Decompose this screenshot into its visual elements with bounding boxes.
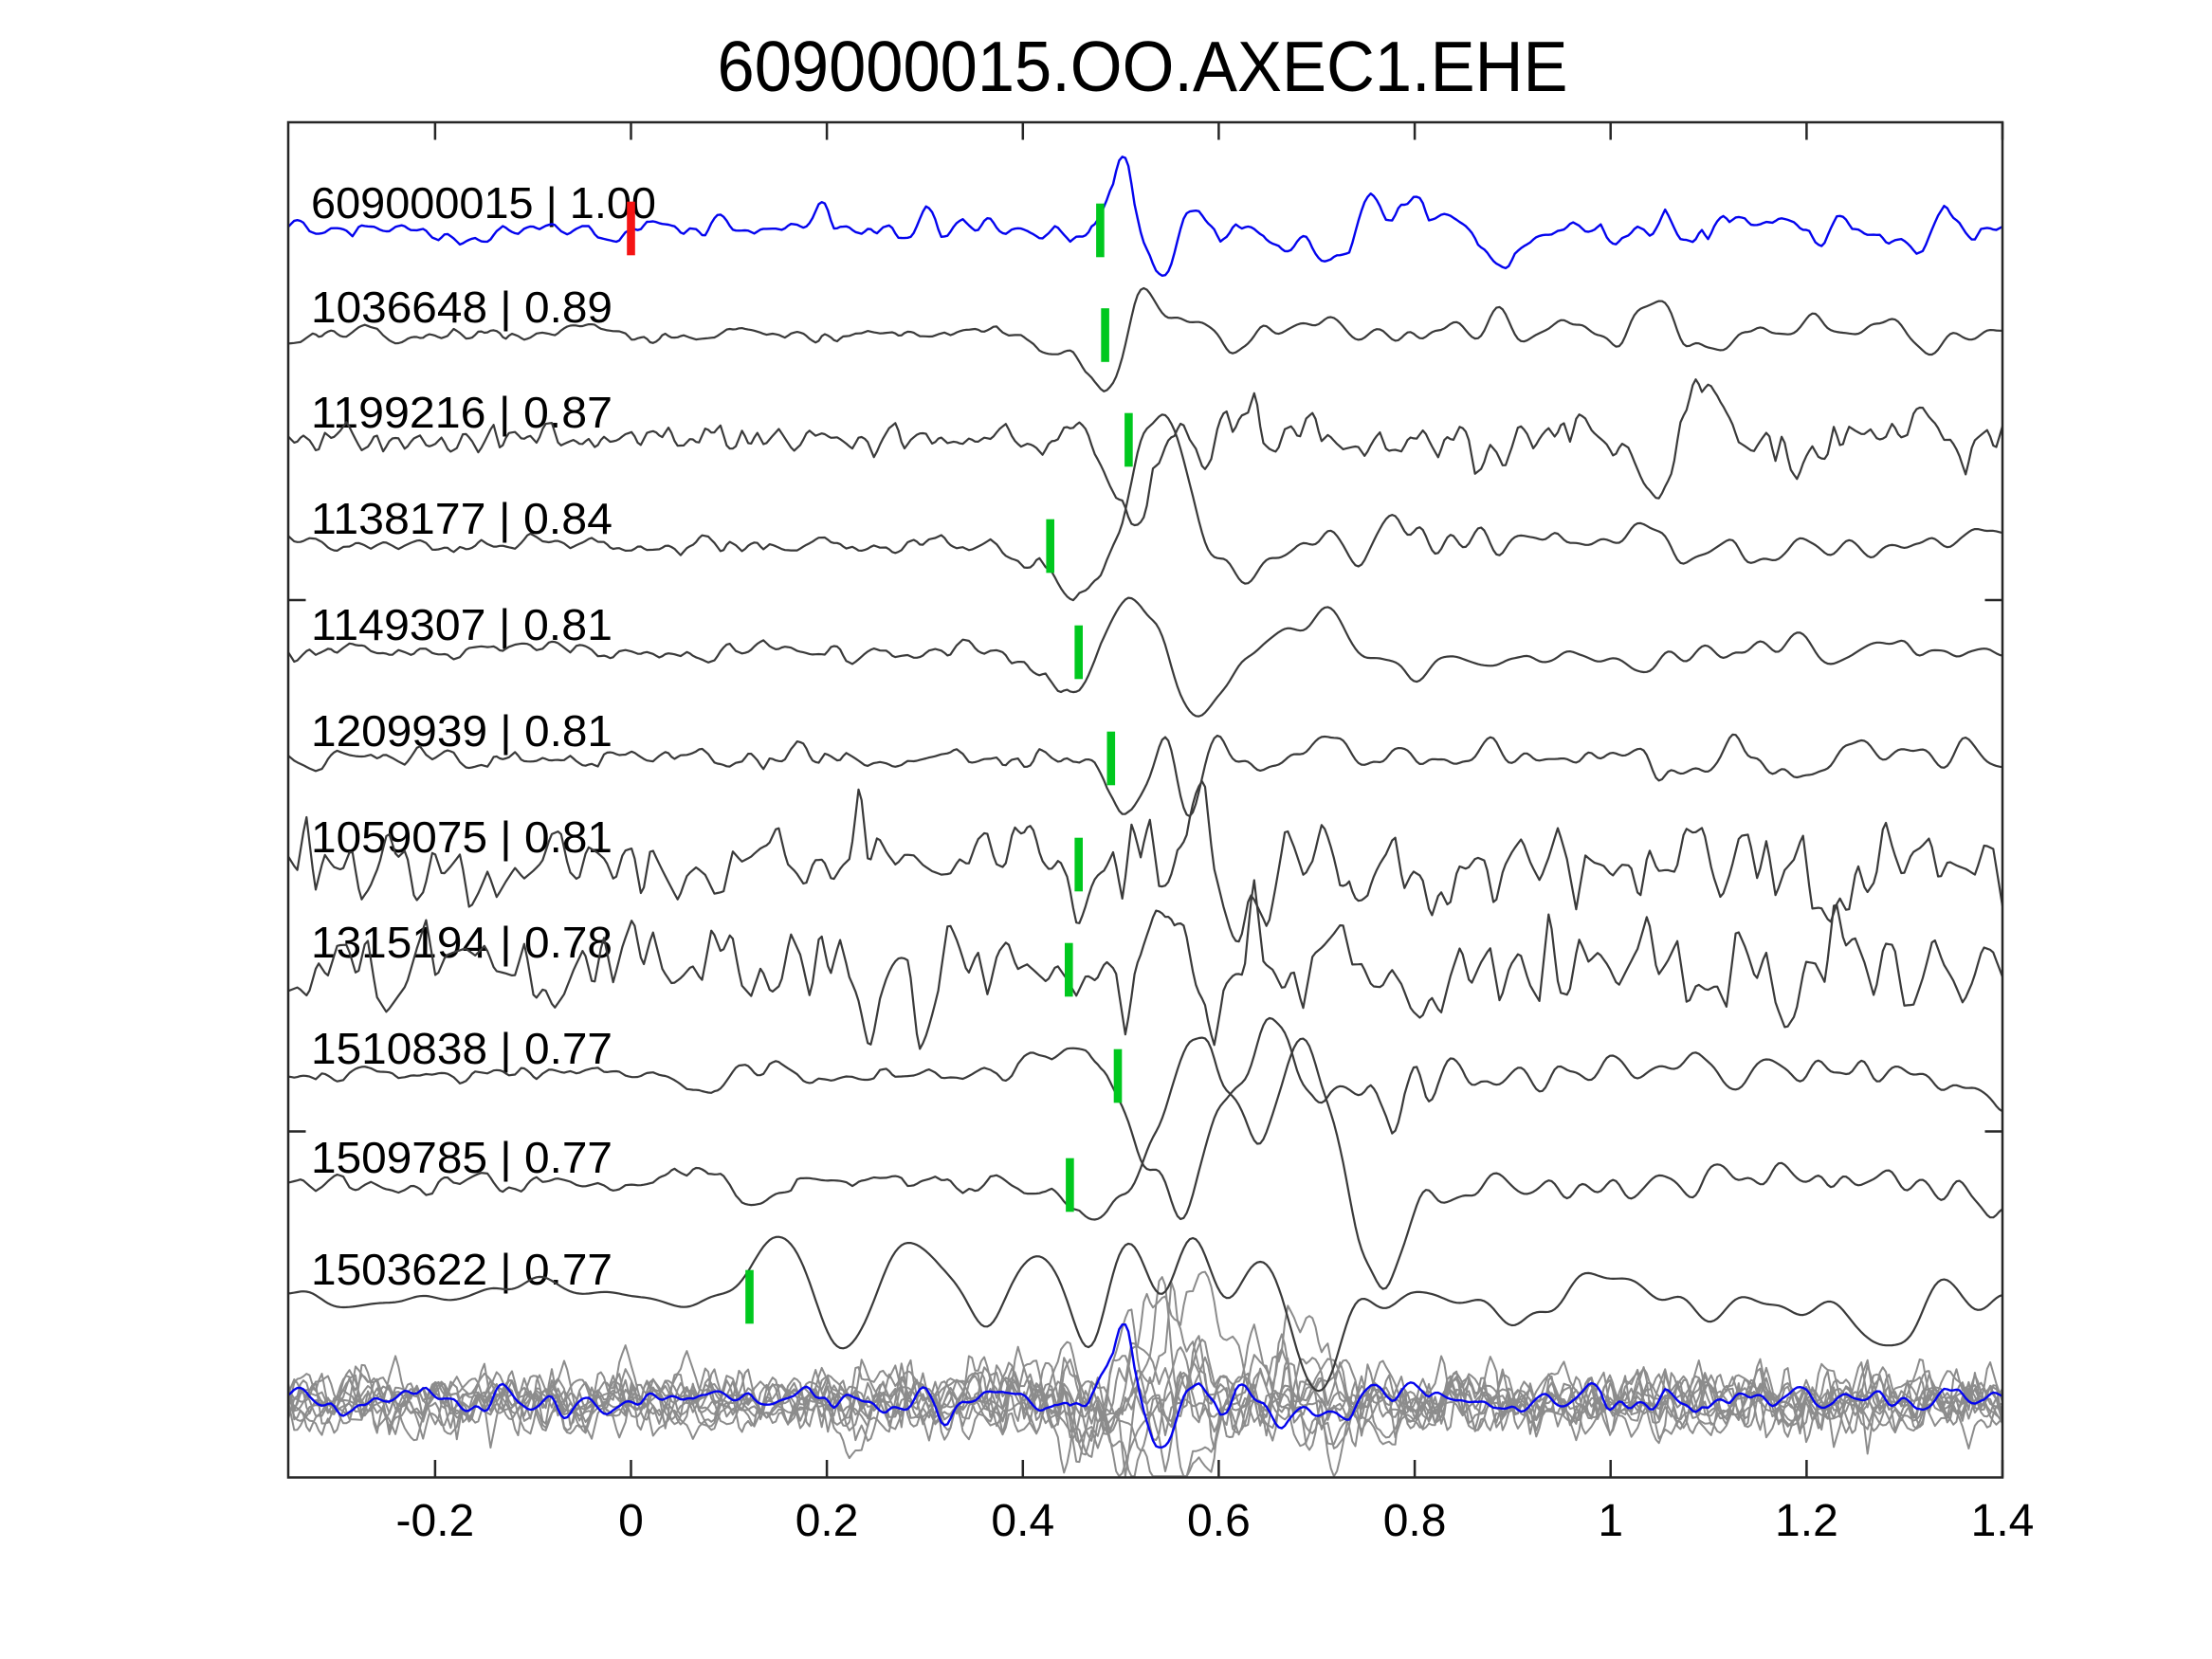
svg-text:1149307 | 0.81: 1149307 | 0.81 (311, 600, 612, 649)
svg-text:0.4: 0.4 (991, 1496, 1054, 1546)
svg-text:0.6: 0.6 (1187, 1496, 1251, 1546)
svg-text:1036648 | 0.89: 1036648 | 0.89 (311, 283, 612, 332)
svg-text:0.8: 0.8 (1383, 1496, 1447, 1546)
svg-text:609000015 | 1.00: 609000015 | 1.00 (311, 178, 656, 228)
svg-text:0: 0 (618, 1496, 644, 1546)
svg-text:1510838 | 0.77: 1510838 | 0.77 (311, 1024, 612, 1073)
svg-text:1199216 | 0.87: 1199216 | 0.87 (311, 388, 612, 437)
svg-text:0.2: 0.2 (795, 1496, 859, 1546)
svg-text:1138177 | 0.84: 1138177 | 0.84 (311, 494, 612, 543)
svg-text:609000015.OO.AXEC1.EHE: 609000015.OO.AXEC1.EHE (718, 27, 1568, 106)
svg-text:1059075 | 0.81: 1059075 | 0.81 (311, 812, 612, 862)
svg-text:1.4: 1.4 (1971, 1496, 2035, 1546)
svg-text:1: 1 (1598, 1496, 1623, 1546)
svg-text:1209939 | 0.81: 1209939 | 0.81 (311, 706, 612, 756)
svg-text:1503622 | 0.77: 1503622 | 0.77 (311, 1245, 612, 1294)
svg-text:1.2: 1.2 (1775, 1496, 1838, 1546)
svg-text:1509785 | 0.77: 1509785 | 0.77 (311, 1133, 612, 1182)
svg-text:1315194 | 0.78: 1315194 | 0.78 (311, 918, 612, 967)
svg-text:-0.2: -0.2 (396, 1496, 475, 1546)
